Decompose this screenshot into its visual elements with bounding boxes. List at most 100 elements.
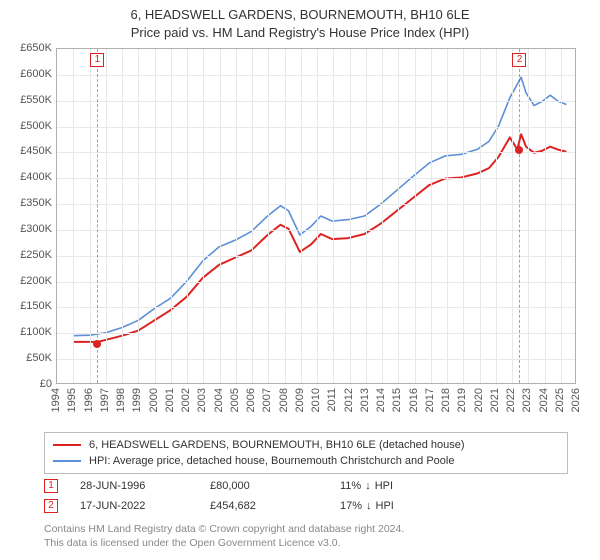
x-tick-label: 1998 — [115, 388, 127, 412]
x-gridline — [252, 49, 253, 383]
sale-vs-2: HPI — [376, 500, 394, 512]
legend-swatch-property — [53, 444, 81, 446]
sale-price-1: £80,000 — [210, 480, 340, 492]
y-gridline — [57, 101, 575, 102]
x-gridline — [333, 49, 334, 383]
x-tick-label: 2006 — [245, 388, 257, 412]
down-arrow-icon: ↓ — [365, 480, 371, 492]
x-tick-label: 2026 — [570, 388, 582, 412]
title-block: 6, HEADSWELL GARDENS, BOURNEMOUTH, BH10 … — [0, 0, 600, 42]
sale-marker-2: 2 — [44, 499, 58, 513]
x-tick-label: 1997 — [99, 388, 111, 412]
y-tick-label: £350K — [8, 197, 52, 209]
title-subtitle: Price paid vs. HM Land Registry's House … — [0, 24, 600, 42]
series-line-property — [74, 134, 567, 342]
x-tick-label: 2005 — [229, 388, 241, 412]
x-tick-label: 2008 — [278, 388, 290, 412]
sale-row-2: 2 17-JUN-2022 £454,682 17% ↓ HPI — [44, 496, 568, 516]
x-tick-label: 2010 — [310, 388, 322, 412]
x-tick-label: 2019 — [456, 388, 468, 412]
y-gridline — [57, 127, 575, 128]
y-tick-label: £450K — [8, 145, 52, 157]
y-tick-label: £250K — [8, 249, 52, 261]
sale-price-2: £454,682 — [210, 500, 340, 512]
x-gridline — [138, 49, 139, 383]
x-tick-label: 2003 — [196, 388, 208, 412]
x-gridline — [528, 49, 529, 383]
footer-line-2: This data is licensed under the Open Gov… — [44, 536, 568, 550]
x-tick-label: 1994 — [50, 388, 62, 412]
x-tick-label: 2015 — [391, 388, 403, 412]
plot-area: 12 — [56, 48, 576, 384]
legend-item-hpi: HPI: Average price, detached house, Bour… — [53, 453, 559, 469]
x-tick-label: 2018 — [440, 388, 452, 412]
x-tick-label: 2022 — [505, 388, 517, 412]
y-gridline — [57, 75, 575, 76]
x-gridline — [122, 49, 123, 383]
x-tick-label: 2016 — [408, 388, 420, 412]
sale-marker-box-1: 1 — [90, 53, 104, 67]
sale-marker-vline-2 — [519, 49, 520, 383]
x-gridline — [301, 49, 302, 383]
x-gridline — [317, 49, 318, 383]
x-tick-label: 2002 — [180, 388, 192, 412]
x-tick-label: 2007 — [261, 388, 273, 412]
x-tick-label: 2004 — [213, 388, 225, 412]
sales-table: 1 28-JUN-1996 £80,000 11% ↓ HPI 2 17-JUN… — [44, 476, 568, 516]
x-tick-label: 2025 — [554, 388, 566, 412]
y-tick-label: £400K — [8, 171, 52, 183]
y-gridline — [57, 359, 575, 360]
x-tick-label: 2009 — [294, 388, 306, 412]
y-tick-label: £300K — [8, 223, 52, 235]
x-tick-label: 1996 — [83, 388, 95, 412]
x-tick-label: 2017 — [424, 388, 436, 412]
y-tick-label: £0 — [8, 378, 52, 390]
x-gridline — [236, 49, 237, 383]
x-tick-label: 2012 — [343, 388, 355, 412]
x-tick-label: 2000 — [148, 388, 160, 412]
x-gridline — [155, 49, 156, 383]
title-address: 6, HEADSWELL GARDENS, BOURNEMOUTH, BH10 … — [0, 6, 600, 24]
x-gridline — [203, 49, 204, 383]
x-gridline — [463, 49, 464, 383]
y-gridline — [57, 204, 575, 205]
x-gridline — [187, 49, 188, 383]
x-gridline — [496, 49, 497, 383]
x-gridline — [90, 49, 91, 383]
sale-row-1: 1 28-JUN-1996 £80,000 11% ↓ HPI — [44, 476, 568, 496]
y-gridline — [57, 307, 575, 308]
x-gridline — [106, 49, 107, 383]
x-gridline — [431, 49, 432, 383]
y-tick-label: £650K — [8, 42, 52, 54]
y-gridline — [57, 230, 575, 231]
x-tick-label: 2021 — [489, 388, 501, 412]
x-gridline — [398, 49, 399, 383]
x-tick-label: 2020 — [473, 388, 485, 412]
x-tick-label: 2001 — [164, 388, 176, 412]
x-gridline — [350, 49, 351, 383]
y-tick-label: £600K — [8, 68, 52, 80]
x-tick-label: 2011 — [326, 388, 338, 412]
x-tick-label: 2024 — [538, 388, 550, 412]
y-tick-label: £550K — [8, 94, 52, 106]
x-tick-label: 1999 — [131, 388, 143, 412]
y-gridline — [57, 178, 575, 179]
sale-marker-vline-1 — [97, 49, 98, 383]
x-gridline — [545, 49, 546, 383]
x-gridline — [447, 49, 448, 383]
sale-date-2: 17-JUN-2022 — [80, 500, 210, 512]
chart-container: 6, HEADSWELL GARDENS, BOURNEMOUTH, BH10 … — [0, 0, 600, 560]
footer-line-1: Contains HM Land Registry data © Crown c… — [44, 522, 568, 536]
sale-pct-2: 17% — [340, 500, 362, 512]
y-tick-label: £100K — [8, 326, 52, 338]
x-tick-label: 2013 — [359, 388, 371, 412]
sale-marker-1: 1 — [44, 479, 58, 493]
x-gridline — [73, 49, 74, 383]
x-gridline — [220, 49, 221, 383]
x-gridline — [382, 49, 383, 383]
sale-vs-1: HPI — [375, 480, 393, 492]
x-gridline — [366, 49, 367, 383]
x-gridline — [512, 49, 513, 383]
x-tick-label: 2014 — [375, 388, 387, 412]
x-tick-label: 1995 — [66, 388, 78, 412]
